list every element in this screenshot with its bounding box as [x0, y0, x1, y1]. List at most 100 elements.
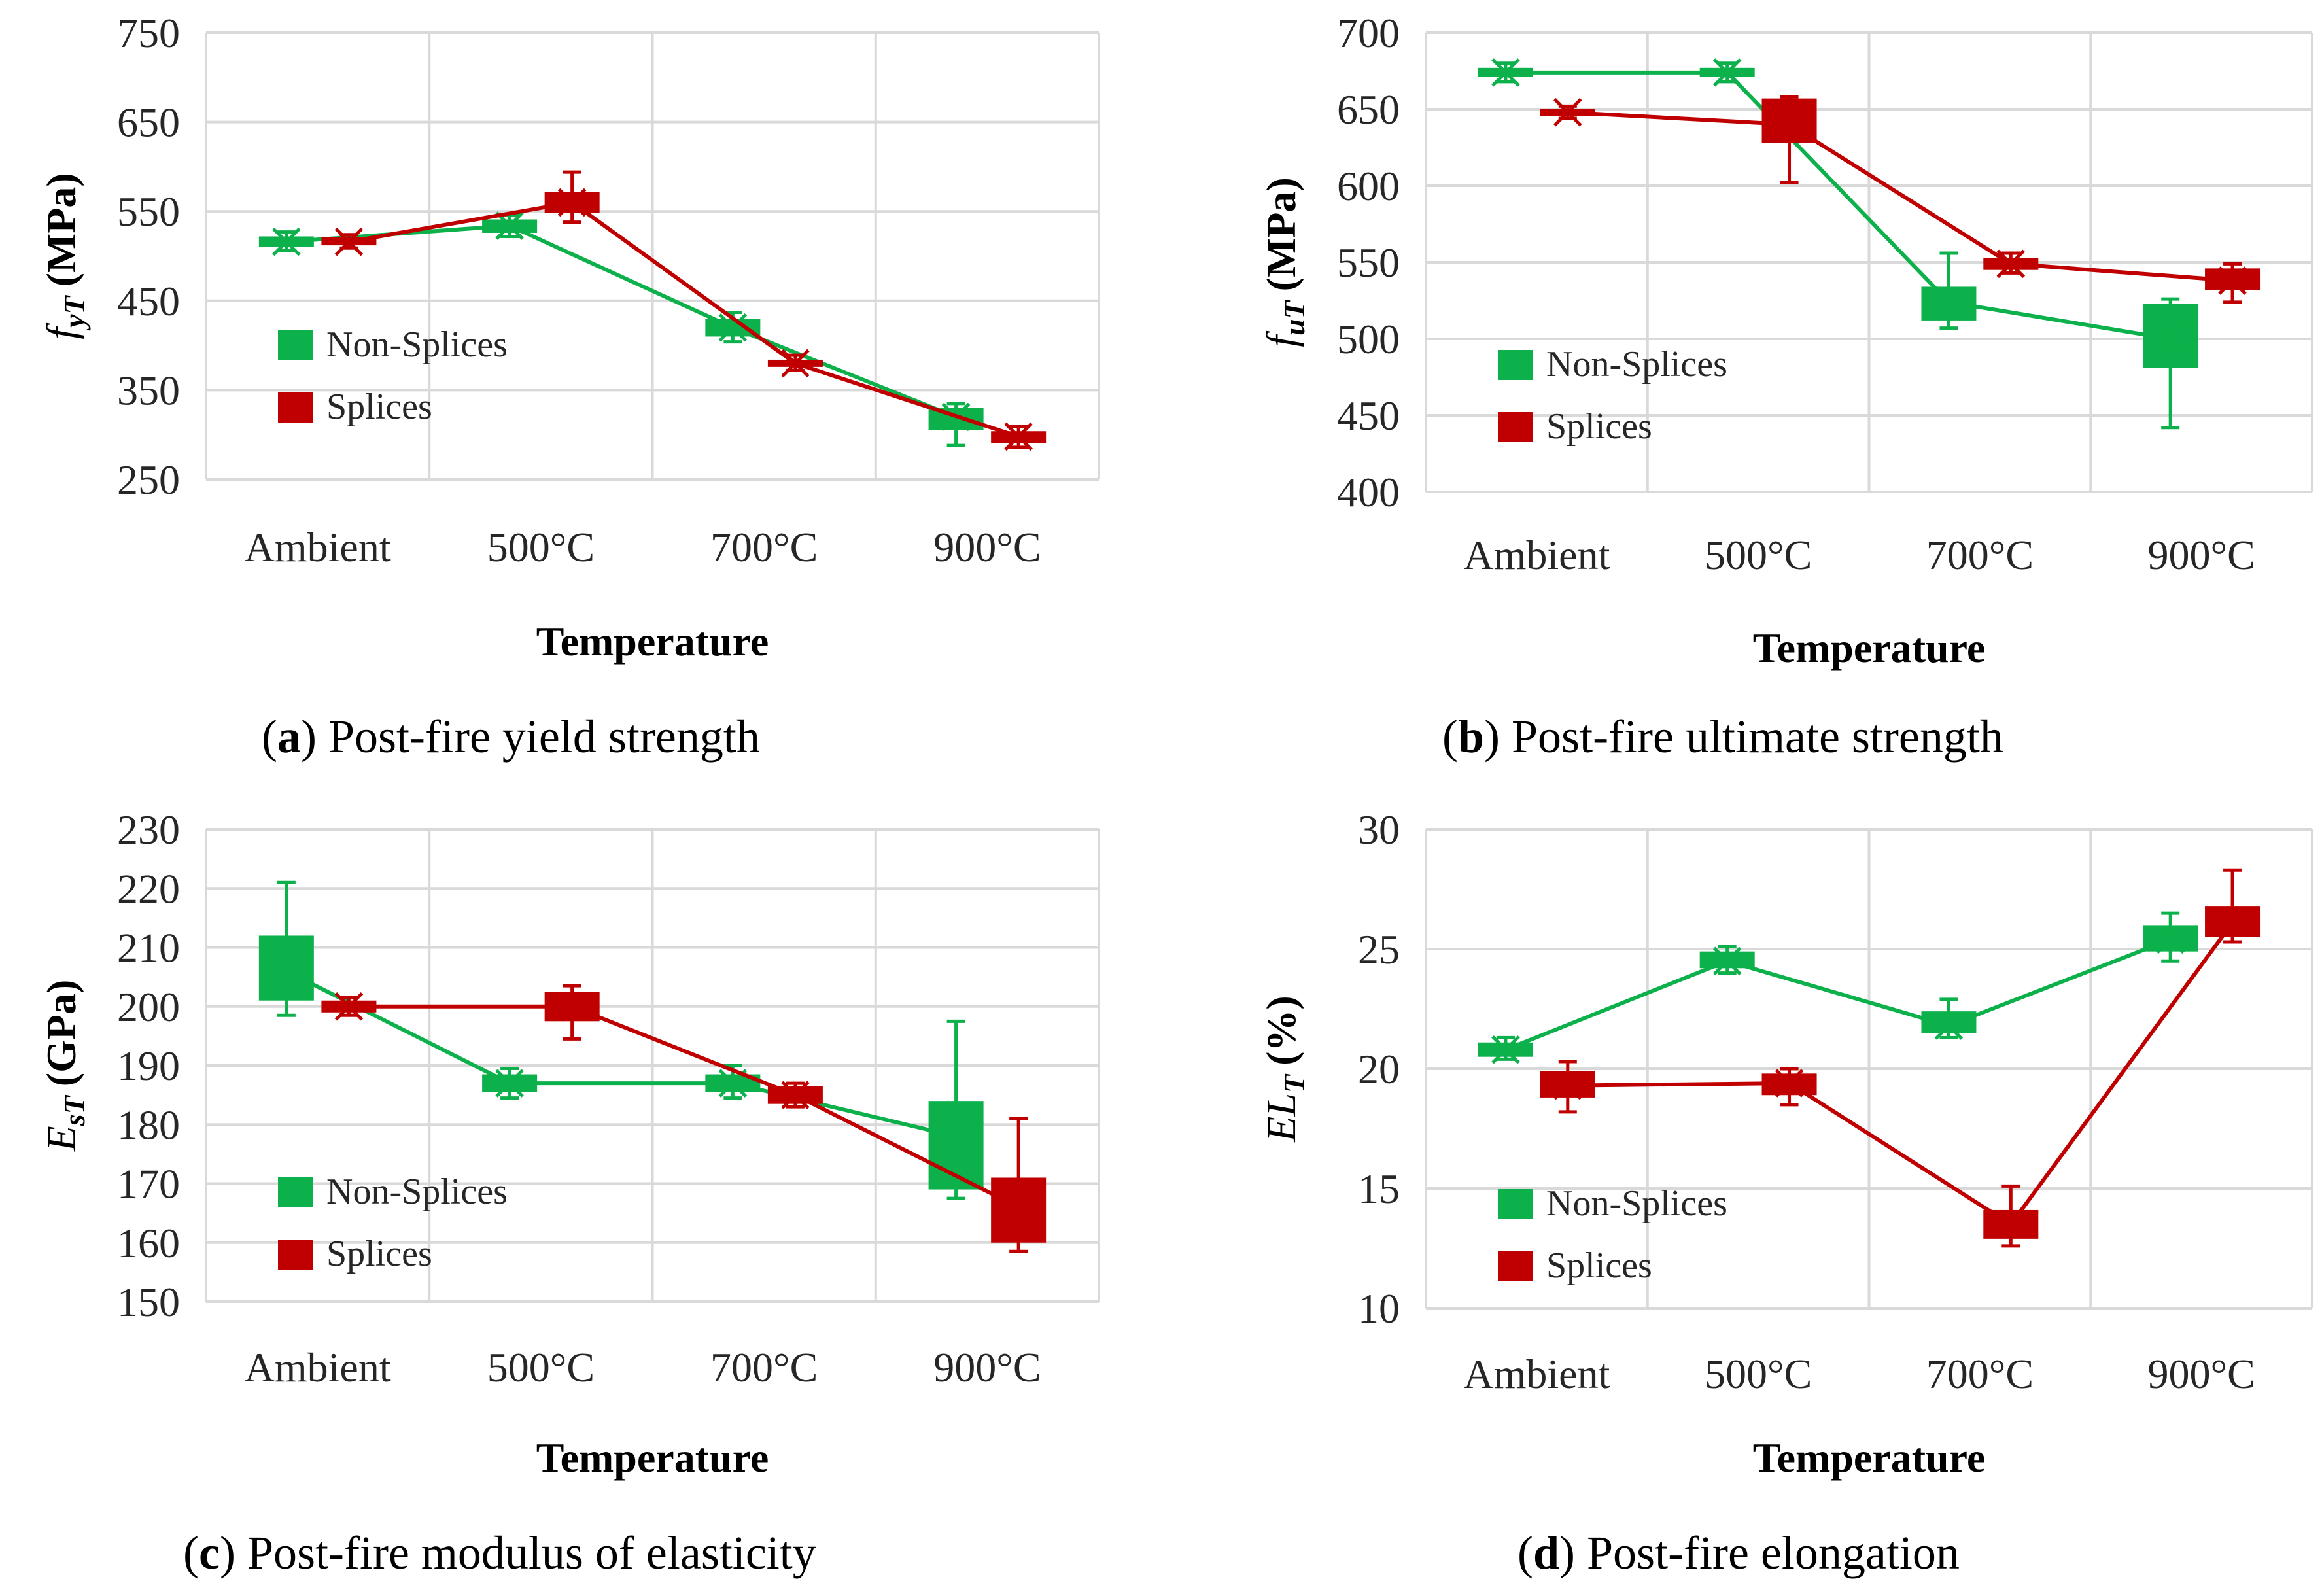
data-point-marker [2218, 266, 2247, 295]
y-tick-label: 180 [117, 1102, 180, 1148]
legend-swatch [278, 392, 313, 423]
caption-letter: b [1458, 710, 1484, 763]
caption-paren-close: ) [301, 710, 328, 763]
y-axis-unit: (MPa) [38, 173, 84, 286]
caption-text: Post-fire modulus of elasticity [247, 1527, 816, 1579]
x-tick-label: 900°C [2147, 532, 2255, 578]
y-axis-subscript: T [1277, 1073, 1311, 1093]
legend-swatch [278, 1240, 313, 1270]
x-tick-label: 700°C [710, 524, 818, 570]
x-tick-label: 500°C [487, 1344, 595, 1391]
chart-panel-c: 150 160 170 180 190 200 210 220 230 Ambient 500°C 7… [38, 807, 1100, 1579]
x-axis-title: Temperature [1753, 1434, 1986, 1481]
legend-label: Non-Splices [1546, 1183, 1727, 1224]
caption-paren-open: ( [262, 710, 277, 763]
x-tick-label: 900°C [2147, 1351, 2255, 1397]
chart-panel-a: 250 350 450 550 650 750 Ambient 500°C 700°C 900°C… [38, 10, 1100, 763]
data-box [1921, 1011, 1977, 1033]
x-tick-label: 900°C [933, 524, 1041, 570]
y-tick-label: 400 [1337, 469, 1400, 515]
x-axis-title: Temperature [536, 1434, 769, 1481]
y-tick-label: 550 [117, 188, 180, 235]
data-point-marker [1004, 422, 1033, 451]
data-box [2143, 304, 2198, 368]
legend-label: Non-Splices [1546, 344, 1727, 385]
data-point-marker [1712, 946, 1742, 976]
data-point-marker [1775, 1069, 1804, 1098]
y-tick-label: 250 [117, 457, 180, 503]
data-point-marker [2156, 925, 2185, 954]
y-tick-label: 200 [117, 984, 180, 1030]
data-point-marker [1553, 1071, 1582, 1100]
x-tick-label: 900°C [933, 1344, 1041, 1391]
series-line [1505, 70, 2171, 341]
caption-paren-close: ) [1559, 1527, 1587, 1579]
y-tick-label: 750 [117, 10, 180, 56]
y-tick-label: 350 [117, 367, 180, 413]
y-tick-label: 20 [1358, 1046, 1400, 1092]
legend-label: Non-Splices [326, 324, 508, 365]
caption-paren-close: ) [1484, 710, 1512, 763]
caption-paren-close: ) [220, 1527, 247, 1579]
legend-label: Non-Splices [326, 1171, 508, 1212]
data-point-marker [1712, 58, 1742, 87]
x-tick-label: 700°C [710, 1344, 818, 1391]
series-line [1567, 921, 2234, 1227]
series-splices [1540, 95, 2261, 304]
x-tick-label: Ambient [245, 524, 391, 570]
data-point-marker [1775, 110, 1804, 139]
data-point-marker [718, 313, 748, 342]
y-tick-label: 25 [1358, 926, 1400, 973]
data-point-marker [2218, 908, 2247, 937]
y-axis-title: ELT (%) [1258, 996, 1311, 1142]
legend-label: Splices [1546, 1245, 1652, 1286]
data-point-marker [781, 1081, 810, 1109]
y-axis-symbol: EL [1258, 1093, 1304, 1143]
series-line [285, 969, 957, 1139]
legend-swatch [1498, 350, 1533, 380]
data-point-marker [272, 956, 301, 986]
y-tick-label: 550 [1337, 239, 1400, 286]
data-point-marker [1553, 97, 1582, 127]
y-axis-title: fyT(MPa) [38, 173, 91, 339]
x-axis-title: Temperature [536, 618, 769, 665]
chart-panel-d: 10 15 20 25 30 Ambient 500°C 700°C 900°C Temperat… [1258, 807, 2313, 1579]
data-point-marker [1996, 249, 2026, 279]
caption-text: Post-fire ultimate strength [1512, 710, 2003, 763]
y-tick-label: 500 [1337, 316, 1400, 362]
caption-paren-open: ( [183, 1527, 199, 1579]
data-point-marker [1996, 1210, 2026, 1239]
y-axis-subscript: uT [1277, 299, 1311, 336]
y-tick-label: 15 [1358, 1166, 1400, 1212]
y-tick-label: 230 [117, 807, 180, 853]
series-splices [321, 984, 1047, 1253]
panel-caption: (c) Post-fire modulus of elasticity [183, 1527, 816, 1579]
data-point-marker [334, 992, 364, 1021]
y-axis-unit: (MPa) [1258, 177, 1304, 291]
series-splices [1540, 868, 2261, 1248]
data-box [258, 935, 314, 1001]
caption-paren-open: ( [1442, 710, 1458, 763]
data-box [991, 1177, 1047, 1243]
y-axis-unit: (GPa) [38, 980, 84, 1087]
data-point-marker [1491, 1035, 1520, 1064]
x-tick-label: 700°C [1926, 532, 2034, 578]
x-tick-label: 500°C [1705, 532, 1812, 578]
panel-caption: (d) Post-fire elongation [1517, 1527, 1960, 1579]
y-axis-symbol: E [38, 1126, 84, 1152]
chart-panel-b: 400 450 500 550 600 650 700 Ambient 500°C 700°C 90… [1258, 10, 2313, 763]
legend-swatch [1498, 1189, 1533, 1219]
y-tick-label: 700 [1337, 10, 1400, 56]
data-point-marker [1491, 58, 1520, 87]
caption-paren-open: ( [1517, 1527, 1533, 1579]
y-tick-label: 210 [117, 925, 180, 971]
legend-swatch [1498, 412, 1533, 442]
panel-caption: (b) Post-fire ultimate strength [1442, 710, 2003, 763]
x-tick-label: Ambient [245, 1344, 391, 1391]
caption-text: Post-fire yield strength [328, 710, 760, 763]
series-non-splices [1478, 58, 2198, 430]
y-tick-label: 190 [117, 1043, 180, 1089]
data-point-marker [557, 188, 587, 217]
y-axis-subscript: sT [58, 1094, 91, 1126]
